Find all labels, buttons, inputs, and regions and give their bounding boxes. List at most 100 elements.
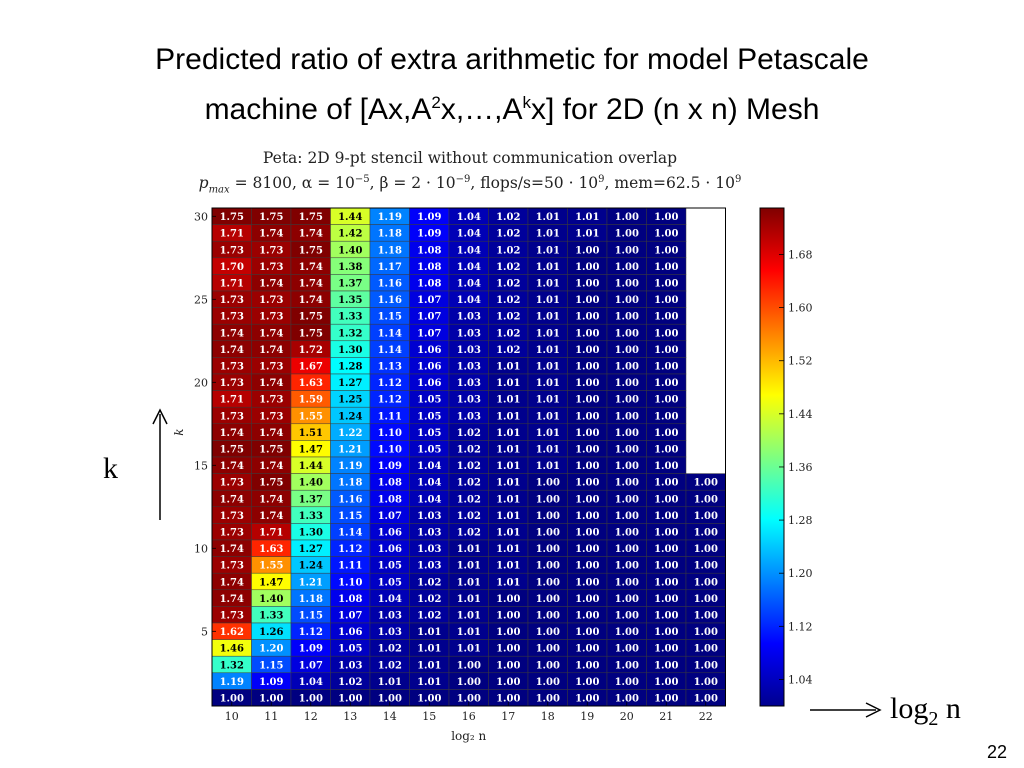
cell-label: 1.00 [575, 544, 599, 555]
cell-label: 1.30 [338, 345, 362, 356]
cell-label: 1.06 [417, 362, 441, 373]
cell-label: 1.09 [378, 461, 402, 472]
cell-label: 1.01 [496, 577, 520, 588]
subtitle-part2: , β = 2 · 10 [369, 174, 456, 193]
cell-label: 1.01 [496, 511, 520, 522]
colorbar-gradient [759, 207, 785, 707]
p-symbol: p [198, 174, 209, 193]
axis-arrows [152, 408, 882, 718]
cell-label: 1.00 [694, 528, 718, 539]
cell-label: 1.00 [654, 544, 678, 555]
cell-label: 1.32 [220, 660, 244, 671]
cell-label: 1.00 [694, 594, 718, 605]
cell-label: 1.08 [338, 594, 362, 605]
cell-label: 1.73 [220, 411, 244, 422]
cell-label: 1.00 [457, 660, 481, 671]
cell-label: 1.74 [259, 328, 283, 339]
cell-label: 1.00 [575, 561, 599, 572]
p-sub: max [208, 184, 230, 196]
colorbar-tick-label: 1.52 [788, 355, 813, 368]
cell-label: 1.00 [694, 694, 718, 705]
cell-label: 1.00 [694, 561, 718, 572]
cell-label: 1.55 [299, 411, 323, 422]
cell-label: 1.73 [259, 362, 283, 373]
colorbar-tick-label: 1.28 [788, 514, 813, 527]
cell-label: 1.01 [536, 295, 560, 306]
x-tick-label: 10 [225, 710, 239, 723]
cell-label: 1.42 [338, 229, 362, 240]
cell-label: 1.00 [536, 627, 560, 638]
cell-label: 1.14 [378, 345, 402, 356]
cell-label: 1.01 [536, 428, 560, 439]
cell-label: 1.00 [615, 611, 639, 622]
cell-label: 1.02 [496, 279, 520, 290]
cell-label: 1.12 [338, 544, 362, 555]
cell-label: 1.72 [299, 345, 323, 356]
cell-label: 1.02 [457, 428, 481, 439]
cell-label: 1.03 [378, 611, 402, 622]
cell-label: 1.07 [338, 611, 362, 622]
cell-label: 1.01 [417, 677, 441, 688]
cell-label: 1.00 [575, 295, 599, 306]
cell-label: 1.06 [338, 627, 362, 638]
x-tick-label: 16 [462, 710, 476, 723]
cell-label: 1.01 [575, 229, 599, 240]
cell-label: 1.74 [220, 328, 244, 339]
cell-label: 1.63 [299, 378, 323, 389]
heatmap-axes: 10 11 12 13 14 15 16 17 18 19 20 21 22 5 10 15 20 25 30 log… [172, 207, 726, 743]
cell-label: 1.15 [378, 312, 402, 323]
cell-label: 1.73 [220, 245, 244, 256]
cell-label: 1.73 [259, 312, 283, 323]
cell-label: 1.00 [654, 694, 678, 705]
cell-label: 1.00 [654, 411, 678, 422]
x-tick-label: 21 [659, 710, 673, 723]
cell-label: 1.73 [220, 528, 244, 539]
cell-label: 1.40 [259, 594, 283, 605]
cell-label: 1.00 [654, 494, 678, 505]
cell-label: 1.00 [536, 594, 560, 605]
cell-label: 1.73 [259, 395, 283, 406]
cell-label: 1.00 [654, 262, 678, 273]
cell-label: 1.04 [457, 212, 481, 223]
cell-label: 1.19 [220, 677, 244, 688]
cell-label: 1.01 [496, 461, 520, 472]
cell-label: 1.02 [417, 594, 441, 605]
cell-label: 1.75 [220, 212, 244, 223]
cell-label: 1.02 [457, 511, 481, 522]
cell-label: 1.00 [615, 428, 639, 439]
cell-label: 1.15 [259, 660, 283, 671]
cell-label: 1.15 [299, 611, 323, 622]
y-tick-label: 25 [194, 293, 208, 306]
cell-label: 1.08 [417, 279, 441, 290]
cell-label: 1.00 [536, 544, 560, 555]
cell-label: 1.01 [496, 411, 520, 422]
cell-label: 1.12 [378, 378, 402, 389]
cell-label: 1.02 [496, 229, 520, 240]
cell-label: 1.00 [457, 694, 481, 705]
cell-label: 1.04 [378, 594, 402, 605]
cell-label: 1.00 [694, 627, 718, 638]
cell-label: 1.00 [575, 627, 599, 638]
cell-label: 1.62 [220, 627, 244, 638]
cell-label: 1.00 [575, 445, 599, 456]
slide-title-line1: Predicted ratio of extra arithmetic for … [155, 43, 869, 76]
cell-label: 1.05 [417, 445, 441, 456]
cell-label: 1.01 [457, 627, 481, 638]
cell-label: 1.00 [575, 262, 599, 273]
cell-label: 1.73 [259, 295, 283, 306]
cell-label: 1.00 [615, 561, 639, 572]
slide-title-line2: machine of [Ax,A2x,…,Akx] for 2D (n x n)… [40, 81, 984, 131]
cell-label: 1.00 [496, 627, 520, 638]
cell-label: 1.00 [496, 594, 520, 605]
cell-label: 1.05 [378, 577, 402, 588]
cell-label: 1.73 [220, 511, 244, 522]
title-line2-post: x] for 2D (n x n) Mesh [531, 93, 820, 126]
x-tick-label: 15 [422, 710, 436, 723]
cell-label: 1.00 [654, 594, 678, 605]
cell-label: 1.00 [575, 494, 599, 505]
cell-label: 1.74 [259, 461, 283, 472]
cell-label: 1.02 [496, 245, 520, 256]
cell-label: 1.75 [299, 328, 323, 339]
cell-label: 1.01 [496, 378, 520, 389]
cell-label: 1.03 [338, 660, 362, 671]
